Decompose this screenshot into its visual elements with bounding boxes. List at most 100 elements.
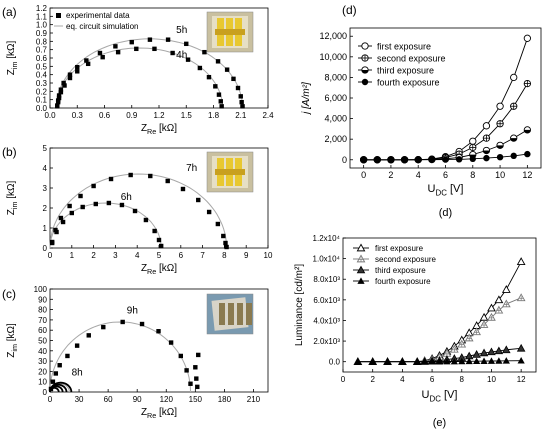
data-point <box>152 46 157 52</box>
device-photo-electrode <box>246 303 252 325</box>
y-tick-label: 5 <box>43 144 48 153</box>
data-point <box>148 173 153 179</box>
data-point <box>165 37 171 42</box>
marker-half-triangle <box>356 265 366 274</box>
x-tick-label: 3 <box>113 251 118 260</box>
x-tick-label: 0.3 <box>72 111 84 120</box>
y-tick-label: 0 <box>43 388 48 397</box>
x-tick-label: 4 <box>135 251 140 260</box>
x-tick-label: 6 <box>443 170 448 180</box>
data-point <box>196 352 201 358</box>
x-axis-label: UDC [V] <box>428 183 464 197</box>
data-point <box>218 99 223 104</box>
data-point <box>54 229 59 235</box>
simulation-curve <box>49 173 228 249</box>
legend-label: eq. circuit simulation <box>66 22 138 31</box>
x-axis-label: ZRe [kΩ] <box>141 407 177 420</box>
data-point <box>238 94 243 99</box>
y-tick-label: 8,000 <box>324 72 347 82</box>
device-photo-electrode <box>219 303 225 325</box>
marker-filled-circle <box>415 156 422 163</box>
x-tick-label: 10 <box>487 375 496 384</box>
data-point <box>67 203 72 209</box>
x-axis-label-text: ZRe [kΩ] <box>141 123 177 136</box>
panel-e: 0 2 4 6 8 10 12 0.0 2.0x10³ 4.0x10³ 6.0x10³ 8.0x10³… <box>294 234 537 429</box>
marker-filled-triangle <box>383 358 392 365</box>
y-tick-label: 0.7 <box>36 46 48 55</box>
data-point <box>206 209 212 215</box>
data-point <box>91 183 96 189</box>
y-tick-label: 6,000 <box>324 93 347 103</box>
marker-half-fill <box>496 145 504 149</box>
y-tick-label: 10 <box>38 378 47 387</box>
legend-label: fourth exposure <box>377 78 440 88</box>
x-axis-label: ZRe [kΩ] <box>141 263 177 276</box>
data-point <box>184 368 189 373</box>
x-axis-label: ZRe [kΩ] <box>141 123 177 136</box>
data-point <box>85 61 91 67</box>
x-axis-label: UDC [V] <box>422 389 458 403</box>
series-label: 9h <box>127 306 138 317</box>
data-point <box>156 329 161 334</box>
data-point <box>224 67 230 72</box>
plot-frame <box>342 237 537 373</box>
y-tick-label: 60 <box>38 326 47 335</box>
legend-label: second exposure <box>377 54 446 64</box>
y-tick-label: 0.3 <box>36 79 48 88</box>
data-point <box>69 210 74 216</box>
data-point <box>84 58 89 63</box>
data-point <box>49 240 55 246</box>
data-point <box>61 80 66 86</box>
y-axis-label-text: Zim [kΩ] <box>6 323 19 358</box>
y-tick-label: 0.6 <box>36 54 48 63</box>
marker-half-triangle <box>502 345 511 354</box>
y-axis-label-text: Zim [kΩ] <box>6 41 19 76</box>
marker-half-triangle <box>487 347 496 356</box>
figure-caption: (d) <box>439 207 452 219</box>
marker-filled-triangle <box>421 358 429 365</box>
marker-circle <box>361 42 369 50</box>
x-tick-label: 8 <box>222 251 227 260</box>
marker-filled-triangle <box>458 357 466 365</box>
y-tick-label: 0.5 <box>36 62 48 71</box>
y-tick-label: 1 <box>43 224 48 233</box>
data-point <box>55 104 60 109</box>
x-tick-label: 10 <box>264 251 273 260</box>
data-point <box>216 92 222 97</box>
data-point <box>119 202 125 208</box>
marker-filled-circle <box>455 156 463 163</box>
panel-c: 0 30 60 90 120 150 180 210010203040506070809010… <box>2 285 269 420</box>
marker-half-triangle <box>516 343 526 352</box>
y-tick-label: 80 <box>38 306 47 315</box>
y-tick-label: 2,000 <box>324 134 347 144</box>
panel-label: (c) <box>2 287 16 301</box>
marker-filled-triangle <box>487 357 496 364</box>
marker-half-fill <box>510 138 517 142</box>
marker-filled-circle <box>361 78 369 86</box>
data-point <box>202 49 207 55</box>
y-tick-label: 0 <box>342 155 347 165</box>
x-tick-label: 0 <box>341 375 346 384</box>
y-tick-label: 6.0x10³ <box>313 296 340 305</box>
x-tick-label: 0 <box>361 170 366 180</box>
data-point <box>134 46 139 52</box>
figure-caption: (e) <box>433 417 446 429</box>
x-tick-label: 1.5 <box>181 111 193 120</box>
data-point <box>55 99 61 105</box>
x-tick-label: 4 <box>416 170 421 180</box>
data-point <box>156 237 162 243</box>
data-point <box>195 384 200 390</box>
x-tick-label: 1.8 <box>208 111 220 120</box>
simulation-curve <box>55 47 224 109</box>
legend-label: third exposure <box>375 266 426 275</box>
x-tick-label: 6 <box>179 251 184 260</box>
data-point <box>129 39 134 45</box>
marker-filled-triangle <box>443 357 451 365</box>
y-tick-label: 0.8 <box>36 37 48 46</box>
x-tick-label: 9 <box>244 251 249 260</box>
marker-circle <box>523 34 532 42</box>
y-tick-label: 0.2 <box>36 87 48 96</box>
x-tick-label: 210 <box>247 395 261 404</box>
marker-filled-triangle <box>398 358 406 365</box>
data-point <box>58 87 64 92</box>
